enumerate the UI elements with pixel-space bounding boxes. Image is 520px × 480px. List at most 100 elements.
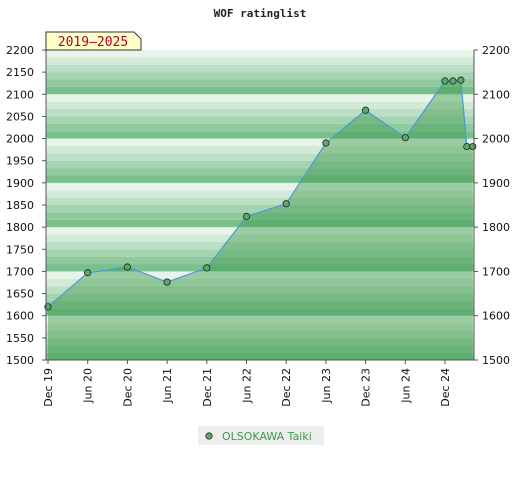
data-point — [242, 212, 251, 221]
background-band — [46, 197, 474, 205]
background-band — [46, 330, 474, 338]
background-band — [46, 182, 474, 191]
y-tick-label-left: 1750 — [6, 243, 34, 256]
data-point — [463, 142, 471, 151]
y-tick-label-left: 1850 — [6, 199, 34, 212]
x-tick-label: Jun 22 — [241, 368, 254, 404]
data-point — [449, 77, 457, 85]
background-band — [46, 123, 474, 132]
y-tick-label-left: 1550 — [6, 332, 34, 345]
background-band — [46, 293, 474, 301]
plot-background — [46, 50, 474, 360]
y-tick-label-left: 1700 — [6, 265, 34, 278]
y-tick-label-right: 2000 — [482, 133, 510, 146]
rating-area — [48, 80, 473, 360]
y-tick-label-right: 1800 — [482, 221, 510, 234]
y-tick-label-right: 1700 — [482, 265, 510, 278]
y-tick-label-left: 1650 — [6, 288, 34, 301]
y-tick-label-right: 1600 — [482, 310, 510, 323]
y-tick-label-left: 2100 — [6, 88, 34, 101]
data-point — [322, 139, 330, 147]
y-tick-label-left: 1900 — [6, 177, 34, 190]
background-band — [46, 86, 474, 95]
y-tick-label-left: 2200 — [6, 44, 34, 57]
period-badge: 2019–2025 — [45, 31, 142, 51]
data-point — [457, 76, 465, 84]
x-tick-label: Dec 21 — [201, 368, 214, 407]
y-tick-label-left: 1950 — [6, 155, 34, 168]
background-band — [46, 219, 474, 228]
y-tick-label-left: 2050 — [6, 110, 34, 123]
background-band — [46, 345, 474, 353]
x-tick-label: Jun 20 — [82, 368, 95, 404]
background-band — [46, 264, 474, 272]
background-band — [46, 315, 474, 324]
background-band — [46, 234, 474, 242]
background-band — [46, 308, 474, 316]
background-band — [46, 138, 474, 146]
background-band — [46, 323, 474, 331]
background-band — [46, 352, 474, 360]
data-point — [441, 77, 449, 85]
background-band — [46, 227, 474, 235]
background-band — [46, 57, 474, 65]
background-band — [46, 278, 474, 287]
background-band — [46, 168, 474, 176]
y-tick-label-right: 2200 — [482, 44, 510, 57]
background-band — [46, 337, 474, 346]
background-band — [46, 205, 474, 213]
x-tick-label: Jun 24 — [399, 368, 412, 404]
legend: OLSOKAWA Taiki — [198, 426, 324, 445]
y-tick-label-right: 1500 — [482, 354, 510, 367]
background-band — [46, 286, 474, 294]
data-point — [401, 134, 409, 142]
y-tick-label-right: 1900 — [482, 177, 510, 190]
x-tick-label: Dec 19 — [42, 368, 55, 407]
x-tick-label: Jun 21 — [161, 368, 174, 404]
x-tick-label: Dec 23 — [360, 368, 373, 407]
background-band — [46, 300, 474, 309]
background-band — [46, 101, 474, 110]
x-tick-label: Dec 22 — [280, 368, 293, 407]
x-tick-label: Jun 23 — [320, 368, 333, 404]
rating-area-fill — [48, 80, 473, 360]
background-band — [46, 249, 474, 257]
legend-label: OLSOKAWA Taiki — [222, 430, 312, 443]
background-band — [46, 64, 474, 73]
background-band — [46, 94, 474, 102]
legend-marker — [205, 432, 213, 440]
background-band — [46, 145, 474, 154]
background-band — [46, 241, 474, 250]
y-tick-label-left: 2150 — [6, 66, 34, 79]
background-band — [46, 109, 474, 117]
chart-title: WOF ratinglist — [214, 7, 307, 20]
background-band — [46, 131, 474, 139]
y-tick-label-left: 1600 — [6, 310, 34, 323]
y-tick-label-left: 1800 — [6, 221, 34, 234]
y-axis-right: 1500 1600 1700 1800 1900 2000 2100 2200 — [473, 44, 510, 367]
data-point — [84, 269, 92, 277]
background-band — [46, 271, 474, 279]
data-point — [163, 278, 171, 286]
background-band — [46, 175, 474, 183]
period-badge-text: 2019–2025 — [58, 35, 128, 50]
background-band — [46, 50, 474, 58]
data-point — [203, 264, 211, 272]
x-axis: Dec 19 Jun 20 Dec 20 Jun 21 Dec 21 Jun 22 Dec … — [42, 359, 474, 407]
data-point — [361, 106, 370, 114]
y-tick-label-left: 2000 — [6, 133, 34, 146]
background-band — [46, 153, 474, 161]
x-tick-label: Dec 24 — [439, 368, 452, 407]
y-tick-label-right: 2100 — [482, 88, 510, 101]
background-band — [46, 212, 474, 220]
data-point — [282, 200, 290, 208]
data-point — [123, 263, 132, 271]
background-band — [46, 160, 474, 169]
background-band — [46, 116, 474, 124]
y-axis-left: 1500 1550 1600 1650 1700 1750 1800 1850 1900 1950… — [6, 44, 47, 367]
background-band — [46, 256, 474, 265]
background-band — [46, 72, 474, 80]
x-tick-label: Dec 20 — [121, 368, 134, 407]
data-point — [469, 142, 477, 151]
